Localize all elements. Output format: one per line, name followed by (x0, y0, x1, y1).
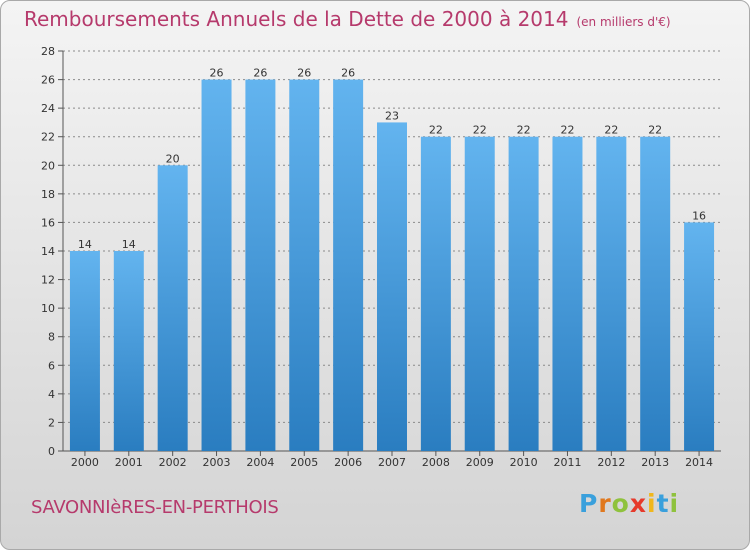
bar-value-label: 26 (253, 67, 267, 80)
x-tick-label: 2013 (641, 456, 669, 469)
y-tick-label: 28 (41, 45, 55, 58)
x-tick-label: 2012 (597, 456, 625, 469)
y-tick-label: 8 (48, 331, 55, 344)
bar (201, 79, 232, 452)
bars (69, 79, 715, 452)
logo-letter: r (598, 489, 612, 518)
bar-value-label: 22 (473, 124, 487, 137)
proxiti-logo: Proxiti (579, 489, 679, 518)
y-tick-label: 20 (41, 159, 55, 172)
bar-value-label: 22 (517, 124, 531, 137)
bar (113, 251, 144, 451)
bar-value-label: 26 (210, 67, 224, 80)
x-tick-label: 2004 (246, 456, 274, 469)
x-tick-label: 2003 (203, 456, 231, 469)
x-tick-label: 2009 (466, 456, 494, 469)
bar-value-label: 22 (560, 124, 574, 137)
chart-title: Remboursements Annuels de la Dette de 20… (24, 7, 671, 31)
chart-title-main: Remboursements Annuels de la Dette de 20… (24, 7, 569, 31)
x-tick-label: 2007 (378, 456, 406, 469)
x-tick-label: 2001 (115, 456, 143, 469)
logo-letter: i (647, 489, 657, 518)
chart-title-unit: (en milliers d'€) (576, 15, 671, 29)
bar-value-label: 26 (297, 67, 311, 80)
bar (464, 136, 495, 451)
bar-value-label: 14 (122, 238, 136, 251)
town-name: SAVONNIèRES-EN-PERTHOIS (31, 497, 279, 518)
bar (684, 222, 715, 451)
x-tick-label: 2010 (510, 456, 538, 469)
bar (289, 79, 320, 452)
bar (420, 136, 451, 451)
bar-value-label: 22 (429, 124, 443, 137)
x-tick-label: 2011 (553, 456, 581, 469)
y-tick-label: 24 (41, 102, 55, 115)
x-tick-label: 2008 (422, 456, 450, 469)
bar (69, 251, 100, 451)
y-tick-label: 14 (41, 245, 55, 258)
bar-value-label: 22 (648, 124, 662, 137)
logo-letter: x (629, 489, 647, 518)
bar (157, 165, 188, 452)
y-tick-label: 12 (41, 274, 55, 287)
bar (377, 122, 407, 451)
bar-value-label: 22 (604, 124, 618, 137)
logo-letter: i (669, 489, 680, 518)
y-tick-label: 2 (48, 416, 55, 429)
logo-letter: o (611, 489, 630, 518)
bar (596, 136, 627, 451)
bar (333, 79, 364, 452)
y-tick-label: 16 (41, 216, 55, 229)
y-tick-label: 0 (48, 445, 55, 458)
bar-value-label: 23 (385, 109, 399, 122)
logo-letter: P (579, 489, 599, 518)
logo-letter: t (656, 489, 670, 518)
x-tick-label: 2005 (290, 456, 318, 469)
bar (508, 136, 539, 451)
y-tick-label: 10 (41, 302, 55, 315)
bar (640, 136, 671, 451)
x-tick-label: 2014 (685, 456, 713, 469)
bar-value-label: 16 (692, 209, 706, 222)
y-tick-label: 6 (48, 359, 55, 372)
x-tick-label: 2000 (71, 456, 99, 469)
labels: 14 14 20 26 26 26 26 23 22 22 22 22 22 22 16 (78, 67, 706, 251)
bar-value-label: 14 (78, 238, 92, 251)
y-tick-label: 22 (41, 131, 55, 144)
x-tick-label: 2006 (334, 456, 362, 469)
y-tick-label: 18 (41, 188, 55, 201)
bar-value-label: 26 (341, 67, 355, 80)
y-tick-label: 26 (41, 74, 55, 87)
bar (245, 79, 276, 452)
y-tick-label: 4 (48, 388, 55, 401)
x-tick-label: 2002 (159, 456, 187, 469)
bar-value-label: 20 (166, 152, 180, 165)
bar (552, 136, 583, 451)
